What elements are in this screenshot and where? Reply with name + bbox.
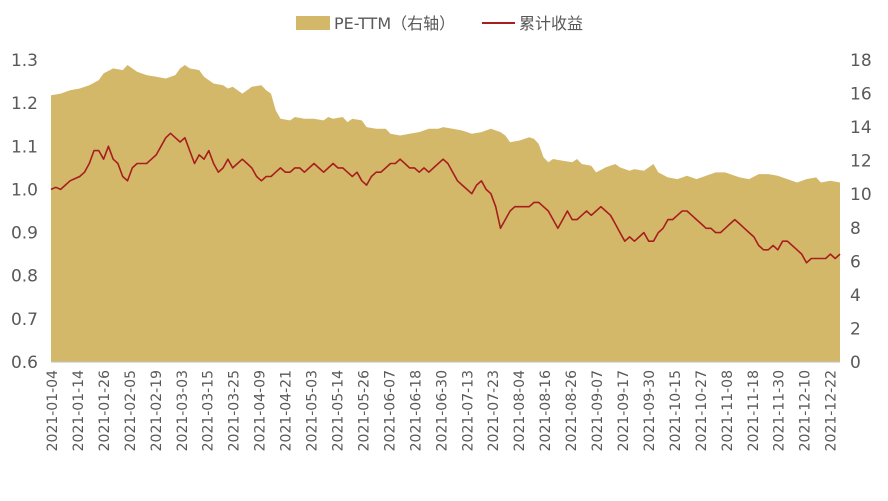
- axes: 0.6 0.7 0.8 0.9 1.0 1.1 1.2 1.3 0 2 4 6 8 10 12 14 16 18 2…: [11, 51, 872, 451]
- x-tick-label: 2021-08-16: [538, 370, 554, 451]
- y-right-tick-label: 4: [850, 286, 861, 306]
- y-left-tick-label: 1.0: [11, 180, 38, 200]
- x-tick-label: 2021-11-30: [772, 370, 788, 451]
- x-tick-label: 2021-03-25: [227, 370, 243, 451]
- y-left-tick-label: 1.1: [11, 137, 38, 157]
- y-left-tick-label: 1.3: [11, 51, 38, 71]
- x-tick-label: 2021-05-14: [331, 370, 347, 451]
- y-right-tick-label: 16: [850, 85, 872, 105]
- legend-label-pe: PE-TTM（右轴）: [334, 14, 455, 33]
- y-right-tick-label: 2: [850, 319, 861, 339]
- x-tick-label: 2021-01-26: [97, 370, 113, 451]
- y-right-tick-label: 8: [850, 219, 861, 239]
- x-tick-label: 2021-01-04: [45, 370, 61, 451]
- y-left-tick-label: 0.6: [11, 353, 38, 373]
- x-tick-label: 2021-12-22: [824, 370, 840, 451]
- x-tick-label: 2021-06-30: [434, 370, 450, 451]
- x-tick-label: 2021-09-17: [616, 370, 632, 451]
- y-right-tick-label: 14: [850, 118, 872, 138]
- x-tick-label: 2021-08-04: [512, 370, 528, 451]
- x-tick-label: 2021-07-13: [460, 370, 476, 451]
- x-tick-label: 2021-03-15: [201, 370, 217, 451]
- y-right-tick-label: 10: [850, 185, 872, 205]
- x-tick-label: 2021-01-14: [71, 370, 87, 451]
- x-tick-label: 2021-10-27: [694, 370, 710, 451]
- y-left-tick-label: 0.9: [11, 224, 38, 244]
- x-tick-label: 2021-04-21: [279, 370, 295, 451]
- x-tick-label: 2021-10-15: [668, 370, 684, 451]
- plot-area: [50, 65, 841, 362]
- x-tick-label: 2021-04-09: [253, 370, 269, 451]
- x-tick-label: 2021-08-26: [564, 370, 580, 451]
- legend: PE-TTM（右轴） 累计收益: [296, 14, 583, 33]
- pe-ttm-area: [51, 65, 840, 362]
- y-right-tick-label: 0: [850, 353, 861, 373]
- x-tick-label: 2021-12-10: [798, 370, 814, 451]
- y-left-tick-label: 1.2: [11, 94, 38, 114]
- y-right-tick-label: 6: [850, 252, 861, 272]
- legend-swatch-pe: [296, 16, 330, 30]
- cumulative-return-line: [50, 132, 841, 264]
- legend-label-return: 累计收益: [519, 14, 583, 33]
- y-left-tick-label: 0.7: [11, 310, 38, 330]
- x-tick-label: 2021-02-19: [149, 370, 165, 451]
- y-right-tick-label: 12: [850, 152, 872, 172]
- x-tick-label: 2021-07-23: [486, 370, 502, 451]
- y-right-tick-label: 18: [850, 51, 872, 71]
- x-tick-label: 2021-11-18: [746, 370, 762, 451]
- x-tick-label: 2021-06-18: [408, 370, 424, 451]
- x-tick-label: 2021-11-08: [720, 370, 736, 451]
- x-tick-label: 2021-06-07: [382, 370, 398, 451]
- x-tick-label: 2021-03-03: [175, 370, 191, 451]
- x-tick-label: 2021-09-07: [590, 370, 606, 451]
- x-tick-label: 2021-09-30: [642, 370, 658, 451]
- x-tick-label: 2021-02-05: [123, 370, 139, 451]
- y-left-tick-label: 0.8: [11, 267, 38, 287]
- x-tick-label: 2021-05-03: [305, 370, 321, 451]
- x-tick-label: 2021-05-26: [356, 370, 372, 451]
